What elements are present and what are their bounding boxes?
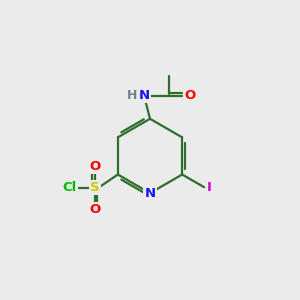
Text: N: N <box>144 187 156 200</box>
Text: H: H <box>126 89 137 102</box>
Text: O: O <box>89 203 100 216</box>
Text: N: N <box>139 89 150 102</box>
Text: S: S <box>90 182 100 194</box>
Text: I: I <box>207 181 212 194</box>
Text: Cl: Cl <box>62 182 76 194</box>
Text: O: O <box>184 89 196 102</box>
Text: O: O <box>89 160 100 173</box>
